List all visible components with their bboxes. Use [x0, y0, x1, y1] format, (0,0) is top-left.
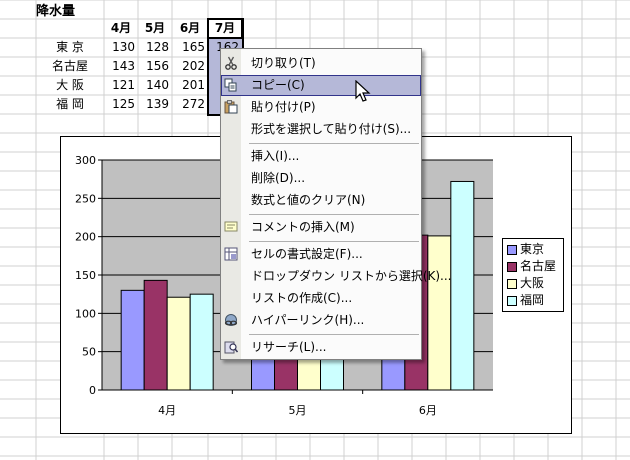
- row-city-fukuoka[interactable]: 福 岡: [56, 97, 84, 111]
- cell-osaka-5[interactable]: 140: [146, 78, 169, 92]
- menu-item-cut[interactable]: 切り取り(T): [221, 53, 421, 74]
- cell-fukuoka-5[interactable]: 139: [146, 97, 169, 111]
- copy-icon: [224, 78, 237, 92]
- y-tick-label: 150: [75, 269, 96, 282]
- header-month-5[interactable]: 5月: [144, 21, 166, 35]
- context-menu[interactable]: 切り取り(T) コピー(C) 貼り付け(P) 形式を選択して貼り付け(S)...…: [220, 48, 452, 360]
- menu-item-insert-comment-label: コメントの挿入(M): [251, 220, 355, 234]
- row-city-tokyo[interactable]: 東 京: [56, 40, 84, 54]
- cell-fukuoka-6[interactable]: 272: [182, 97, 205, 111]
- bar-3-0: [189, 293, 214, 391]
- menu-item-research-label: リサーチ(L)...: [251, 340, 327, 354]
- menu-item-copy[interactable]: コピー(C): [221, 75, 421, 96]
- y-tick-label: 0: [89, 384, 96, 397]
- cell-fukuoka-4[interactable]: 125: [112, 97, 135, 111]
- legend-swatch-nagoya: [507, 261, 517, 272]
- row-city-nagoya[interactable]: 名古屋: [51, 59, 88, 73]
- menu-item-hyperlink-label: ハイパーリンク(H)...: [251, 313, 365, 327]
- comment-icon: [224, 221, 238, 232]
- cell-osaka-4[interactable]: 121: [112, 78, 135, 92]
- legend-item-nagoya: 名古屋: [507, 258, 556, 274]
- x-tick-label: 6月: [419, 404, 437, 417]
- bar-0-0: [120, 289, 145, 391]
- legend-item-fukuoka: 福岡: [507, 292, 544, 308]
- cell-osaka-6[interactable]: 201: [182, 78, 205, 92]
- menu-item-clear-contents-label: 数式と値のクリア(N): [251, 193, 366, 207]
- legend-swatch-tokyo: [507, 244, 517, 255]
- bar-2-2: [427, 235, 452, 391]
- menu-item-delete-label: 削除(D)...: [251, 171, 306, 185]
- menu-separator: [249, 214, 419, 215]
- menu-item-clear-contents[interactable]: 数式と値のクリア(N): [221, 190, 421, 211]
- bar-3-2: [450, 180, 475, 391]
- bar-1-0: [143, 279, 168, 391]
- legend-item-tokyo: 東京: [507, 241, 544, 257]
- menu-item-insert[interactable]: 挿入(I)...: [221, 146, 421, 167]
- research-icon: [224, 341, 238, 354]
- x-tick-label: 5月: [289, 404, 307, 417]
- menu-separator: [249, 241, 419, 242]
- menu-item-research[interactable]: リサーチ(L)...: [221, 337, 421, 358]
- x-tick-label: 4月: [158, 404, 176, 417]
- menu-item-insert-comment[interactable]: コメントの挿入(M): [221, 217, 421, 238]
- header-month-6[interactable]: 6月: [179, 21, 201, 35]
- row-city-osaka[interactable]: 大 阪: [56, 78, 84, 92]
- menu-item-cut-label: 切り取り(T): [251, 56, 316, 70]
- paste-icon: [224, 100, 238, 114]
- legend-label-nagoya: 名古屋: [520, 259, 557, 273]
- format-cells-icon: [224, 247, 238, 261]
- context-menu-icon-gutter: [221, 49, 241, 359]
- legend-label-fukuoka: 福岡: [520, 293, 545, 307]
- menu-item-create-list-label: リストの作成(C)...: [251, 291, 353, 305]
- menu-item-insert-label: 挿入(I)...: [251, 149, 300, 163]
- menu-item-paste-special[interactable]: 形式を選択して貼り付け(S)...: [221, 119, 421, 140]
- cell-nagoya-4[interactable]: 143: [112, 59, 135, 73]
- bar-2-0: [166, 296, 191, 391]
- y-tick-label: 200: [75, 231, 96, 244]
- legend-swatch-osaka: [507, 278, 517, 289]
- menu-item-copy-label: コピー(C): [251, 78, 305, 92]
- legend-label-tokyo: 東京: [520, 242, 545, 256]
- cell-tokyo-4[interactable]: 130: [112, 40, 135, 54]
- menu-item-format-cells[interactable]: セルの書式設定(F)...: [221, 244, 421, 265]
- menu-item-delete[interactable]: 削除(D)...: [221, 168, 421, 189]
- y-tick-label: 300: [75, 154, 96, 167]
- scissors-icon: [225, 56, 237, 70]
- cell-tokyo-6[interactable]: 165: [182, 40, 205, 54]
- mouse-cursor-icon: [355, 80, 371, 102]
- cell-nagoya-5[interactable]: 156: [146, 59, 169, 73]
- menu-item-pick-from-list[interactable]: ドロップダウン リストから選択(K)...: [221, 266, 452, 287]
- y-tick-label: 250: [75, 192, 96, 205]
- menu-item-hyperlink[interactable]: ハイパーリンク(H)...: [221, 310, 421, 331]
- menu-separator: [249, 143, 419, 144]
- cell-nagoya-6[interactable]: 202: [182, 59, 205, 73]
- menu-item-paste-label: 貼り付け(P): [251, 100, 316, 114]
- menu-item-pick-from-list-label: ドロップダウン リストから選択(K)...: [251, 269, 452, 283]
- hyperlink-icon: [224, 314, 238, 326]
- menu-item-paste[interactable]: 貼り付け(P): [221, 97, 421, 118]
- legend-item-osaka: 大阪: [507, 275, 544, 291]
- menu-item-paste-special-label: 形式を選択して貼り付け(S)...: [251, 122, 412, 136]
- cell-tokyo-5[interactable]: 128: [146, 40, 169, 54]
- header-month-4[interactable]: 4月: [110, 21, 132, 35]
- menu-separator: [249, 334, 419, 335]
- menu-item-create-list[interactable]: リストの作成(C)...: [221, 288, 421, 309]
- y-tick-label: 50: [82, 346, 96, 359]
- legend-label-osaka: 大阪: [520, 276, 545, 290]
- menu-item-format-cells-label: セルの書式設定(F)...: [251, 247, 363, 261]
- chart-legend[interactable]: 東京 名古屋 大阪 福岡: [502, 238, 564, 312]
- legend-swatch-fukuoka: [507, 295, 517, 306]
- sheet-title[interactable]: 降水量: [36, 4, 76, 19]
- header-month-7[interactable]: 7月: [207, 18, 243, 39]
- y-tick-label: 100: [75, 307, 96, 320]
